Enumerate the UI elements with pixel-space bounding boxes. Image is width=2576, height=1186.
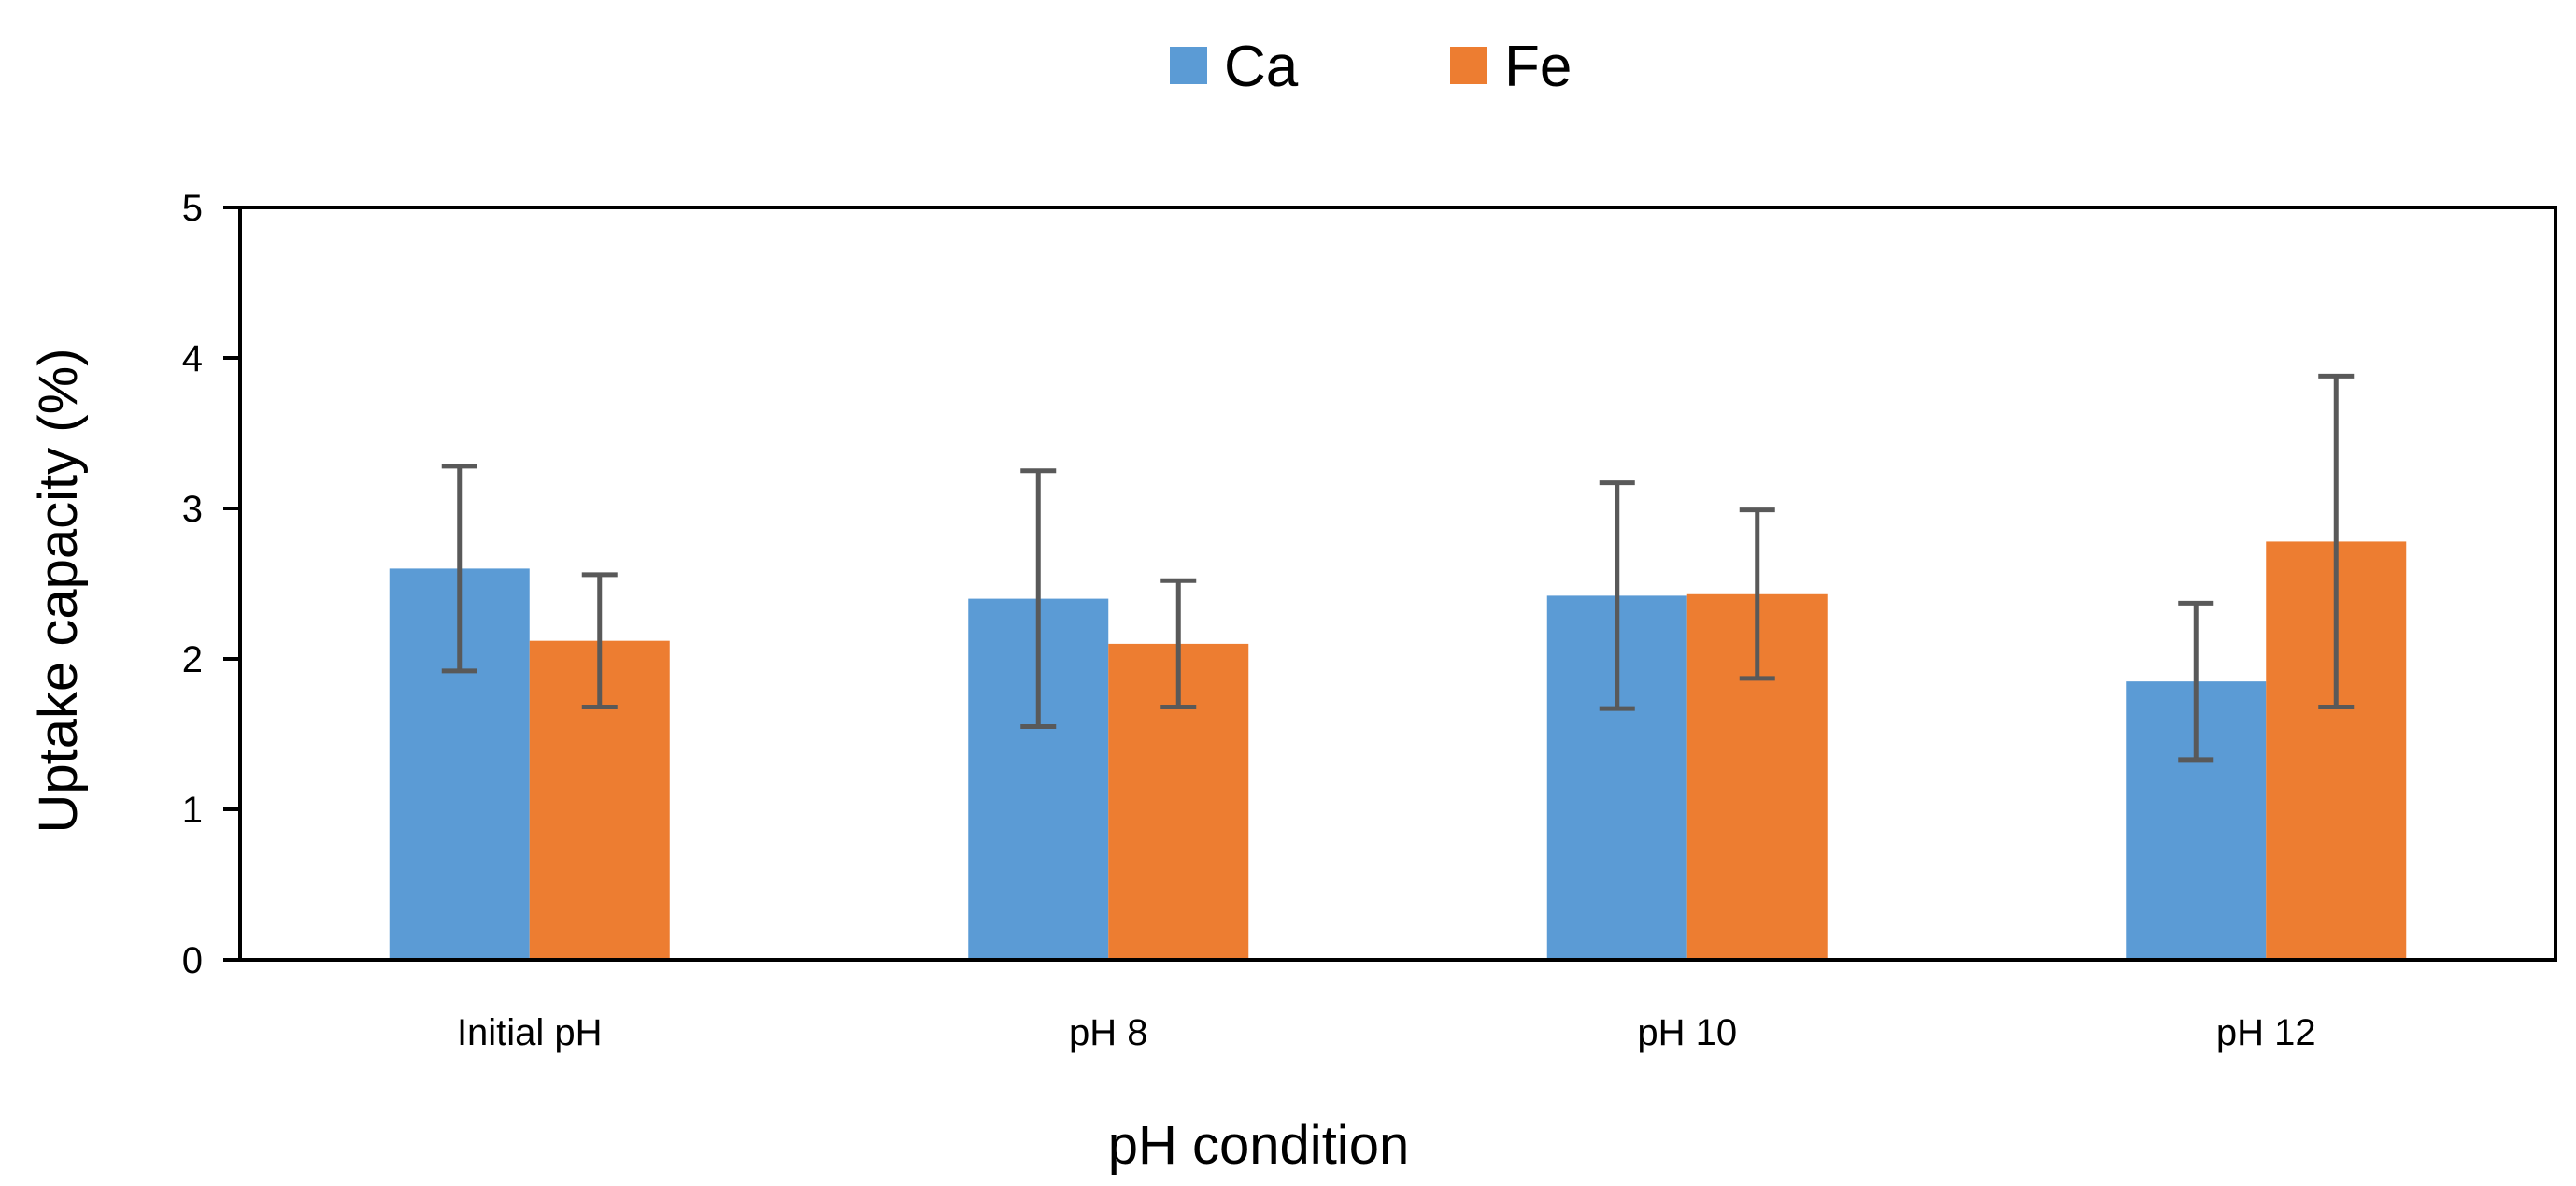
axes-layer: Initial pH pH 8 pH 10 pH 12 0 1 2 3 4 5 [182, 188, 2557, 1053]
error-bar-ca-3 [2178, 600, 2214, 763]
bars-layer [389, 541, 2407, 960]
y-tick-label: 5 [182, 188, 203, 229]
error-bar-ca-0 [441, 464, 477, 674]
error-bar-ca-1 [1020, 468, 1057, 729]
legend-item-fe: Fe [1450, 35, 1572, 99]
y-tick-label: 3 [182, 489, 203, 530]
legend-swatch [1450, 47, 1487, 84]
y-tick-label: 2 [182, 639, 203, 680]
y-tick-label: 4 [182, 338, 203, 379]
x-tick-label: pH 12 [2216, 1012, 2316, 1053]
error-bar-fe-1 [1160, 578, 1197, 710]
y-tick-label: 1 [182, 790, 203, 831]
x-tick-label: pH 10 [1637, 1012, 1737, 1053]
x-tick-label: Initial pH [457, 1012, 603, 1053]
legend-swatch [1170, 47, 1207, 84]
legend: Ca Fe [1170, 35, 1572, 99]
error-bar-ca-2 [1599, 480, 1635, 711]
error-bar-fe-0 [581, 572, 618, 710]
y-axis-title: Uptake capacity (%) [28, 349, 89, 834]
x-tick-label: pH 8 [1069, 1012, 1148, 1053]
error-bar-fe-3 [2318, 373, 2355, 710]
error-bar-fe-2 [1739, 507, 1775, 681]
legend-label: Fe [1504, 35, 1572, 99]
y-tick-label: 0 [182, 940, 203, 981]
plot-frame [238, 206, 2557, 962]
x-axis-title: pH condition [1108, 1115, 1409, 1176]
legend-label: Ca [1224, 35, 1299, 99]
legend-item-ca: Ca [1170, 35, 1299, 99]
error-bars-layer [441, 373, 2355, 763]
